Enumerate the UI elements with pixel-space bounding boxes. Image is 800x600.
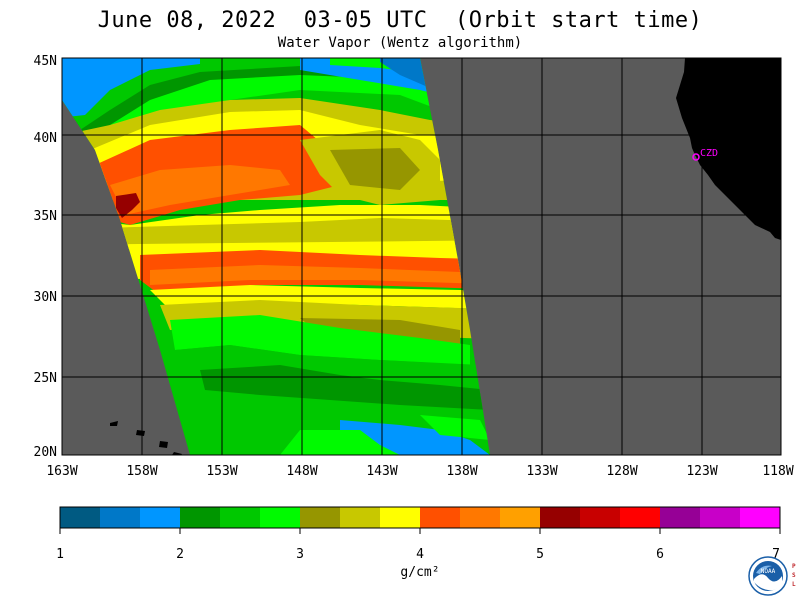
lat-label-25n: 25N bbox=[34, 371, 57, 386]
plot-frame bbox=[61, 57, 782, 456]
lon-label-118w: 118W bbox=[762, 464, 793, 479]
colorbar-tick-5: 5 bbox=[536, 547, 544, 562]
colorbar-swatch bbox=[700, 507, 740, 528]
graticule bbox=[62, 58, 781, 455]
colorbar-swatch bbox=[180, 507, 220, 528]
colorbar-tick-2: 2 bbox=[176, 547, 184, 562]
colorbar-ticks: 1 2 3 4 5 6 7 bbox=[56, 547, 780, 562]
lon-label-128w: 128W bbox=[606, 464, 637, 479]
noaa-logo: NOAA bbox=[748, 556, 788, 596]
colorbar-swatch bbox=[220, 507, 260, 528]
colorbar-unit: g/cm² bbox=[400, 565, 439, 580]
colorbar-swatch bbox=[100, 507, 140, 528]
colorbar-swatch bbox=[300, 507, 340, 528]
chart-title: June 08, 2022 03-05 UTC (Orbit start tim… bbox=[97, 8, 703, 33]
colorbar-swatch bbox=[620, 507, 660, 528]
lat-label-20n: 20N bbox=[34, 445, 57, 460]
lon-label-163w: 163W bbox=[46, 464, 77, 479]
lat-label-35n: 35N bbox=[34, 209, 57, 224]
colorbar-tick-3: 3 bbox=[296, 547, 304, 562]
station-label: CZD bbox=[700, 148, 718, 159]
colorbar-tick-4: 4 bbox=[416, 547, 424, 562]
colorbar-swatch bbox=[60, 507, 100, 528]
colorbar-swatch bbox=[420, 507, 460, 528]
colorbar-swatch bbox=[540, 507, 580, 528]
lon-label-153w: 153W bbox=[206, 464, 237, 479]
lat-label-30n: 30N bbox=[34, 290, 57, 305]
colorbar bbox=[59, 506, 781, 534]
colorbar-swatch bbox=[260, 507, 300, 528]
lon-label-158w: 158W bbox=[126, 464, 157, 479]
colorbar-tick-1: 1 bbox=[56, 547, 64, 562]
lon-label-148w: 148W bbox=[286, 464, 317, 479]
lon-label-138w: 138W bbox=[446, 464, 477, 479]
station-dot bbox=[692, 153, 700, 161]
colorbar-tick-6: 6 bbox=[656, 547, 664, 562]
lon-label-123w: 123W bbox=[686, 464, 717, 479]
high-vapor-spot bbox=[116, 193, 140, 218]
colorbar-swatch bbox=[340, 507, 380, 528]
latitude-labels: 45N 40N 35N 30N 25N 20N bbox=[34, 54, 57, 460]
station-marker: CZD bbox=[692, 148, 718, 161]
lon-label-133w: 133W bbox=[526, 464, 557, 479]
colorbar-tick-7: 7 bbox=[772, 547, 780, 562]
svg-text:NOAA: NOAA bbox=[761, 568, 776, 575]
chart-subtitle: Water Vapor (Wentz algorithm) bbox=[277, 35, 523, 51]
colorbar-swatch bbox=[460, 507, 500, 528]
colorbar-swatch bbox=[140, 507, 180, 528]
longitude-labels: 163W 158W 153W 148W 143W 138W 133W 128W … bbox=[46, 464, 793, 479]
lat-label-45n: 45N bbox=[34, 54, 57, 69]
lat-label-40n: 40N bbox=[34, 131, 57, 146]
colorbar-swatch bbox=[380, 507, 420, 528]
colorbar-swatch bbox=[500, 507, 540, 528]
lon-label-143w: 143W bbox=[366, 464, 397, 479]
colorbar-swatch bbox=[660, 507, 700, 528]
colorbar-swatch bbox=[740, 507, 780, 528]
colorbar-swatch bbox=[580, 507, 620, 528]
